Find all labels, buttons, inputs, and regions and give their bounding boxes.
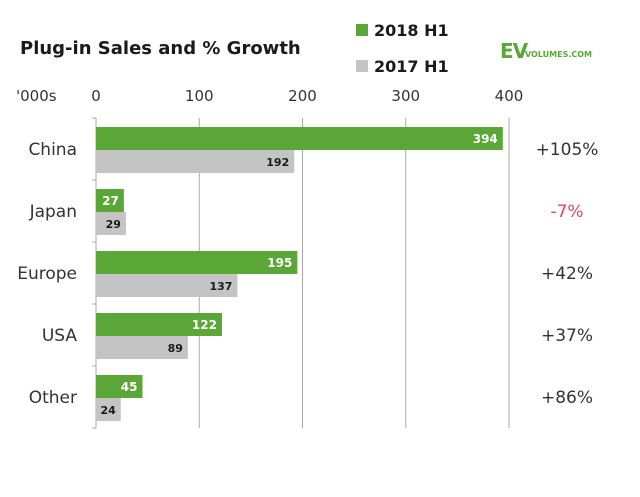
bar-2018-usa [96,313,222,336]
legend-swatch-2018 [356,24,368,36]
bar-2018-china [96,127,503,150]
category-label: USA [42,326,78,346]
bar-2018-japan [96,189,124,212]
bar-2017-europe [96,274,238,297]
x-tick-label: 100 [185,87,214,105]
legend-label-2018: 2018 H1 [374,21,449,40]
logo-volumes-text: VOLUMES.COM [525,50,592,59]
growth-label: +37% [541,326,593,346]
growth-label: -7% [550,202,583,222]
data-label-2018: 122 [192,318,217,332]
growth-labels: +105% -7% +42% +37% +86% [536,140,599,408]
legend-swatch-2017 [356,60,368,72]
category-label: Europe [17,264,77,284]
growth-label: +42% [541,264,593,284]
growth-label: +105% [536,140,599,160]
category-label: Other [29,388,77,408]
data-label-2017: 29 [106,218,121,231]
bar-2017-china [96,150,295,173]
category-labels: China Japan Europe USA Other [17,140,77,408]
data-label-2018: 27 [102,194,119,208]
data-label-2018: 195 [267,256,292,270]
x-tick-label: 300 [391,87,420,105]
data-label-2017: 137 [209,280,232,293]
logo-ev-text: EV [500,39,529,63]
brand-logo: EV VOLUMES.COM [500,39,592,63]
x-tick-label: 400 [495,87,524,105]
growth-label: +86% [541,388,593,408]
data-label-2017: 192 [266,156,289,169]
x-axis-ticks: 0 100 200 300 400 [91,87,523,105]
legend-label-2017: 2017 H1 [374,57,449,76]
chart-title: Plug-in Sales and % Growth [20,38,301,59]
unit-label: '000s [16,87,57,105]
x-tick-label: 0 [91,87,101,105]
bar-2018-europe [96,251,298,274]
x-tick-label: 200 [288,87,317,105]
legend: 2018 H1 2017 H1 [356,21,449,76]
data-label-2018: 45 [121,380,138,394]
bar-2017-other [96,398,121,421]
category-label: China [28,140,77,160]
bar-2017-japan [96,212,126,235]
bars: 394 192 27 29 195 137 122 89 45 24 [96,127,503,421]
bar-2018-other [96,375,143,398]
category-label: Japan [29,202,77,222]
data-label-2018: 394 [473,132,498,146]
data-label-2017: 24 [100,404,116,417]
data-label-2017: 89 [168,342,183,355]
bar-2017-usa [96,336,188,359]
